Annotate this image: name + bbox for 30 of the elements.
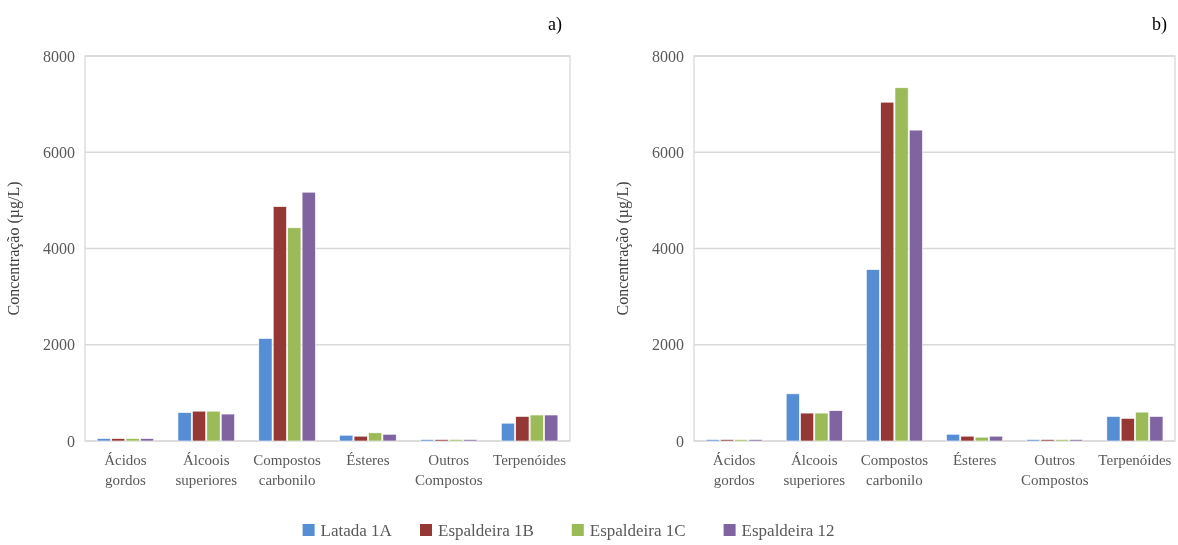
x-tick-label: Terpenóides — [493, 452, 567, 468]
legend-label: Espaldeira 1C — [589, 521, 686, 540]
y-tick-label: 8000 — [43, 47, 75, 65]
y-tick-label: 4000 — [43, 240, 75, 258]
y-tick-label: 0 — [67, 432, 75, 450]
legend-label: Espaldeira 12 — [741, 521, 835, 540]
x-tick-label: Ésteres — [346, 452, 390, 468]
x-tick-label: Compostos carbonilo — [253, 452, 321, 488]
x-tick-label: Ésteres — [952, 452, 997, 468]
x-tick-label: Terpenóides — [1098, 452, 1172, 468]
y-tick-label: 6000 — [43, 143, 75, 161]
x-tick-label: Álcoois superiores — [783, 452, 846, 488]
legend-label: Espaldeira 1B — [438, 521, 534, 540]
chart-title: a) — [548, 14, 562, 35]
y-tick-label: 4000 — [652, 240, 684, 258]
x-tick-label: Ácidos gordos — [712, 452, 756, 488]
y-axis-title: Concentração (µg/L) — [614, 181, 632, 316]
x-tick-label: Outros Compostos — [1020, 452, 1089, 488]
y-axis-title: Concentração (µg/L) — [5, 181, 23, 316]
x-tick-label: Álcoois superiores — [175, 452, 238, 488]
y-tick-label: 2000 — [652, 336, 684, 354]
x-tick-label: Compostos carbonilo — [860, 452, 929, 488]
y-tick-label: 0 — [676, 432, 684, 450]
y-tick-label: 8000 — [652, 47, 684, 65]
y-tick-label: 6000 — [652, 143, 684, 161]
x-tick-label: Outros Compostos — [414, 452, 483, 488]
legend-label: Latada 1A — [320, 521, 393, 540]
y-tick-label: 2000 — [43, 336, 75, 354]
x-tick-label: Ácidos gordos — [104, 452, 147, 488]
chart-title: b) — [1152, 14, 1167, 35]
